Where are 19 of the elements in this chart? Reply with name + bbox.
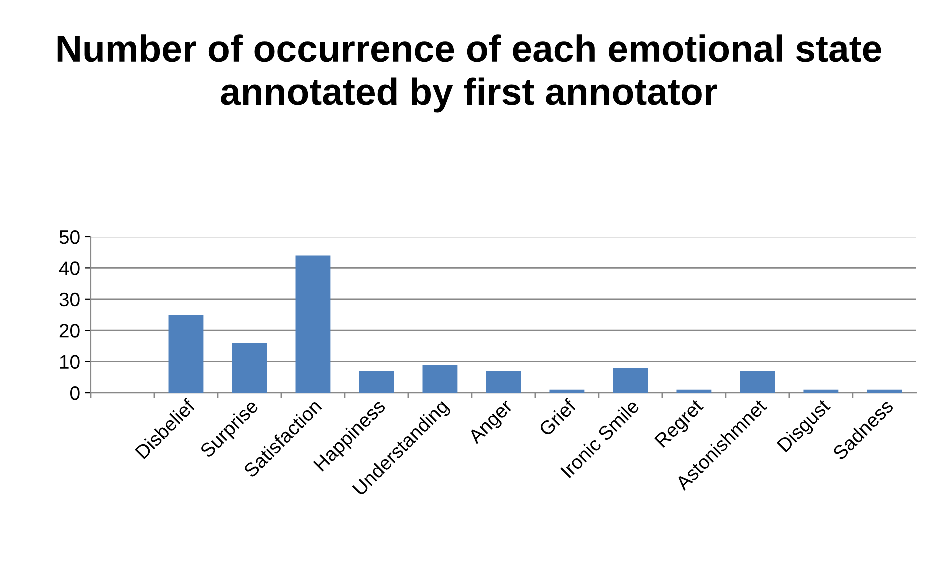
y-tick-label: 30 [60,292,80,307]
bar [804,390,839,394]
bar [359,371,394,394]
bar [168,315,204,394]
bar [296,256,331,394]
y-tick-label: 40 [59,262,80,276]
bar [550,390,585,394]
chart-title: Number of occurrence of each emotional state annotated by first annotator [58,34,882,113]
y-tick-label: 20 [60,324,80,338]
bar [422,364,458,394]
y-tick-label: 0 [70,386,80,400]
bar [613,368,648,394]
y-tick-label: 10 [60,355,80,370]
y-tick-label: 50 [60,230,80,244]
bar [486,371,522,394]
bar [867,390,902,394]
bar [740,371,776,394]
bar [676,390,712,394]
bar [232,343,268,394]
